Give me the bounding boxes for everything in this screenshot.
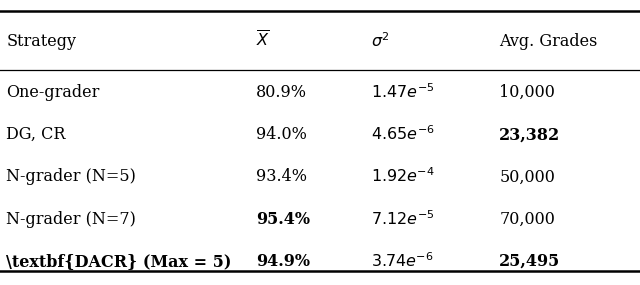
Text: $4.65e^{-6}$: $4.65e^{-6}$ [371, 125, 435, 144]
Text: Avg. Grades: Avg. Grades [499, 33, 598, 50]
Text: $1.92e^{-4}$: $1.92e^{-4}$ [371, 168, 435, 186]
Text: N-grader (N=5): N-grader (N=5) [6, 168, 136, 186]
Text: N-grader (N=7): N-grader (N=7) [6, 211, 136, 228]
Text: 93.4%: 93.4% [256, 168, 307, 186]
Text: $\sigma^2$: $\sigma^2$ [371, 32, 390, 51]
Text: 70,000: 70,000 [499, 211, 555, 228]
Text: $\overline{X}$: $\overline{X}$ [256, 31, 270, 51]
Text: 94.0%: 94.0% [256, 126, 307, 143]
Text: $3.74e^{-6}$: $3.74e^{-6}$ [371, 252, 434, 271]
Text: 23,382: 23,382 [499, 126, 561, 143]
Text: $7.12e^{-5}$: $7.12e^{-5}$ [371, 210, 435, 229]
Text: Strategy: Strategy [6, 33, 76, 50]
Text: $1.47e^{-5}$: $1.47e^{-5}$ [371, 83, 435, 102]
Text: One-grader: One-grader [6, 84, 100, 101]
Text: 10,000: 10,000 [499, 84, 555, 101]
Text: 25,495: 25,495 [499, 253, 561, 270]
Text: \textbf{DACR} (Max = 5): \textbf{DACR} (Max = 5) [6, 253, 232, 270]
Text: 94.9%: 94.9% [256, 253, 310, 270]
Text: DG, CR: DG, CR [6, 126, 66, 143]
Text: 80.9%: 80.9% [256, 84, 307, 101]
Text: 95.4%: 95.4% [256, 211, 310, 228]
Text: 50,000: 50,000 [499, 168, 555, 186]
